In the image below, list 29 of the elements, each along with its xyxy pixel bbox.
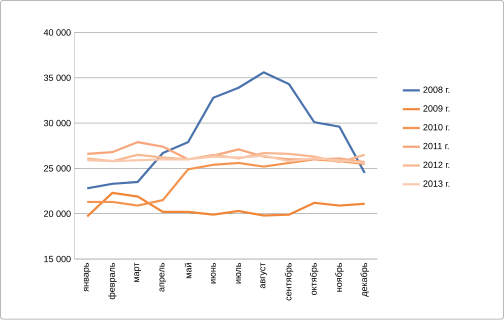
x-tick-label: ноябрь: [335, 263, 344, 292]
x-tick-label: февраль: [108, 263, 117, 300]
line-series: [86, 152, 366, 164]
line-series: [86, 158, 366, 207]
legend-label: 2012 г.: [423, 162, 450, 168]
legend-label: 2010 г.: [423, 124, 450, 131]
legend-label: 2011 г.: [423, 143, 449, 150]
y-tick-label: 25 000: [44, 165, 71, 172]
x-tick-label: июль: [236, 263, 242, 284]
line-series: [86, 192, 366, 218]
x-tick-label: апрель: [160, 263, 166, 292]
y-tick-label: 35 000: [44, 74, 71, 82]
x-tick-label: октябрь: [310, 263, 318, 296]
x-tick-label: сентябрь: [284, 263, 294, 301]
x-tick-label: август: [260, 262, 268, 288]
y-tick-label: 20 000: [44, 210, 71, 218]
legend-label: 2013 г.: [423, 180, 450, 188]
legend-label: 2008 г.: [423, 86, 450, 94]
line-series: [86, 154, 366, 164]
x-tick-label: июнь: [210, 263, 216, 284]
x-tick-label: март: [134, 262, 141, 282]
y-tick-label: 15 000: [44, 256, 71, 262]
x-tick-label: январь: [84, 263, 91, 292]
x-tick-label: декабрь: [360, 263, 369, 297]
y-tick-label: 30 000: [44, 120, 71, 126]
legend-label: 2009 г.: [423, 106, 450, 112]
line-series: [86, 71, 366, 190]
y-tick-label: 40 000: [44, 30, 71, 36]
x-tick-label: май: [184, 263, 192, 278]
